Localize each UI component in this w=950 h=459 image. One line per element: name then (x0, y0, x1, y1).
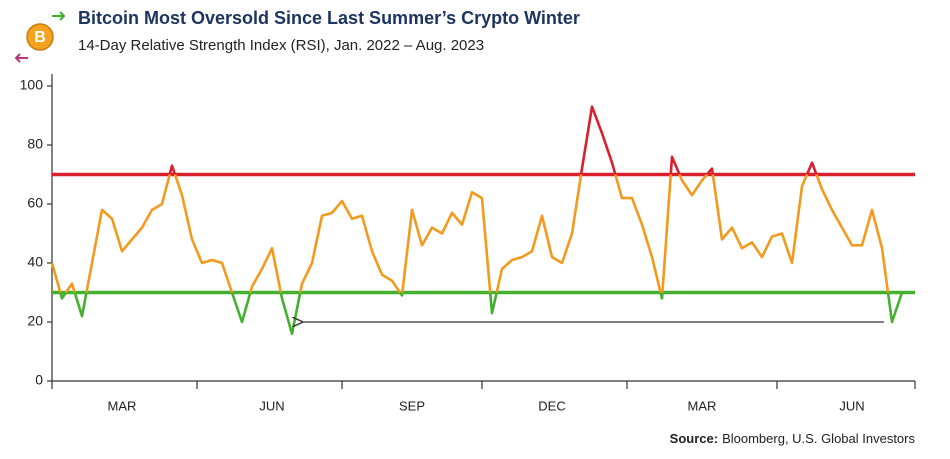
source-text: Bloomberg, U.S. Global Investors (722, 431, 915, 446)
x-tick-label: SEP (399, 398, 425, 413)
chart-title: Bitcoin Most Oversold Since Last Summer’… (78, 8, 580, 28)
y-tick-label: 20 (27, 313, 43, 329)
y-tick-label: 60 (27, 195, 43, 211)
source-note: Source: Bloomberg, U.S. Global Investors (670, 431, 916, 446)
x-tick-label: MAR (108, 398, 137, 413)
x-tick-label: MAR (688, 398, 717, 413)
rsi-line (50, 105, 904, 336)
svg-text:B: B (34, 29, 46, 46)
logo-icon: B (14, 11, 66, 63)
y-tick-label: 40 (27, 254, 43, 270)
chart-subtitle: 14-Day Relative Strength Index (RSI), Ja… (78, 37, 484, 54)
y-tick-label: 80 (27, 136, 43, 152)
x-tick-label: JUN (839, 398, 864, 413)
y-tick-label: 0 (35, 372, 43, 388)
x-tick-label: DEC (538, 398, 565, 413)
source-label: Source: (670, 431, 718, 446)
y-tick-label: 100 (20, 77, 44, 93)
x-tick-label: JUN (259, 398, 284, 413)
